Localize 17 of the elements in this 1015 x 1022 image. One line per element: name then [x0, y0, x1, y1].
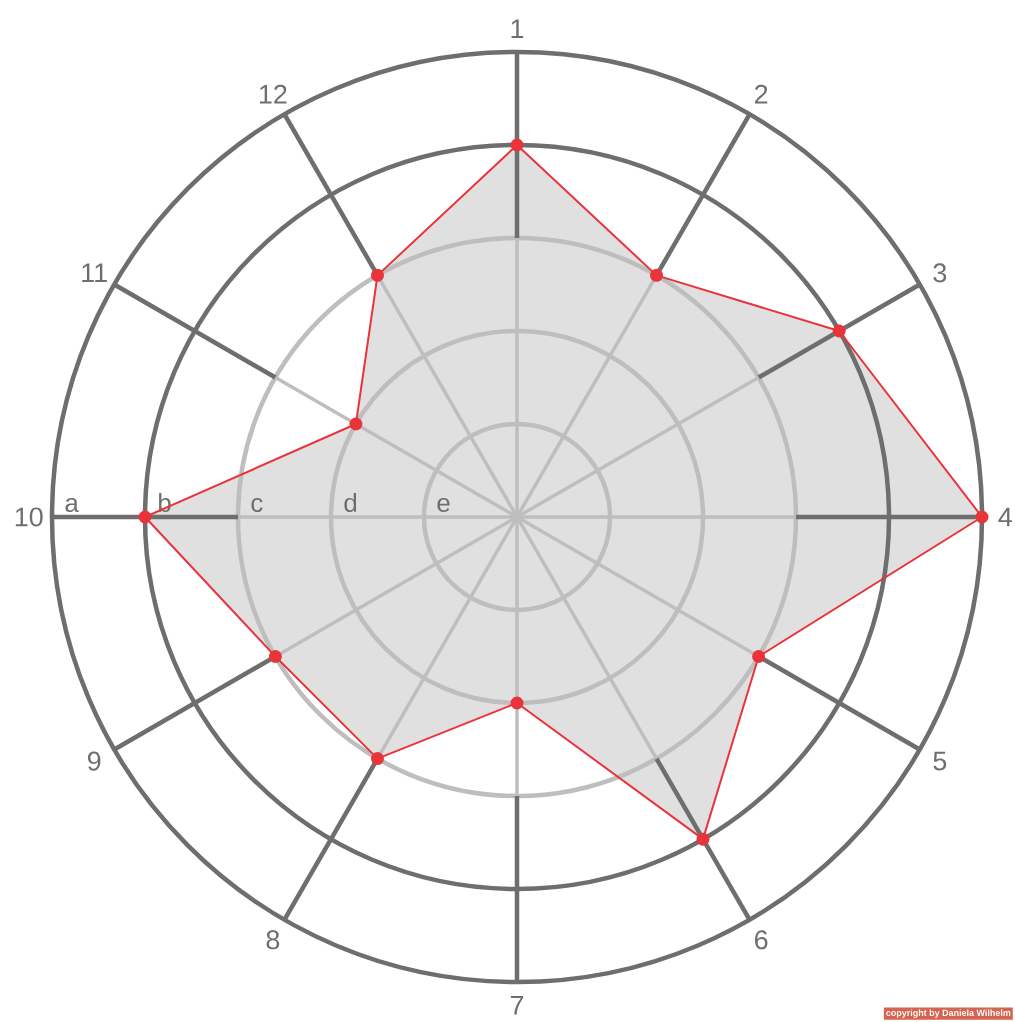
y-tick-label: a	[65, 497, 79, 513]
spoke-label: 2	[755, 84, 768, 104]
spoke-label: 9	[87, 751, 101, 771]
spoke-label: 7	[510, 995, 524, 1015]
spoke-label: 12	[259, 84, 287, 104]
spoke-label: 11	[82, 263, 107, 283]
spoke-label: 10	[15, 507, 43, 527]
y-tick-label: e	[437, 497, 450, 513]
spoke-label: 5	[933, 751, 947, 771]
y-tick-label: d	[344, 493, 357, 513]
text: copyright by Daniela Wilhelm	[886, 1009, 1011, 1018]
spoke-label: 3	[933, 263, 947, 283]
spoke-label: 8	[266, 930, 280, 950]
spoke-label: 6	[755, 930, 768, 950]
spoke-label: 1	[511, 19, 524, 38]
spoke-label: 4	[998, 507, 1012, 527]
y-tick-label: c	[251, 497, 263, 513]
